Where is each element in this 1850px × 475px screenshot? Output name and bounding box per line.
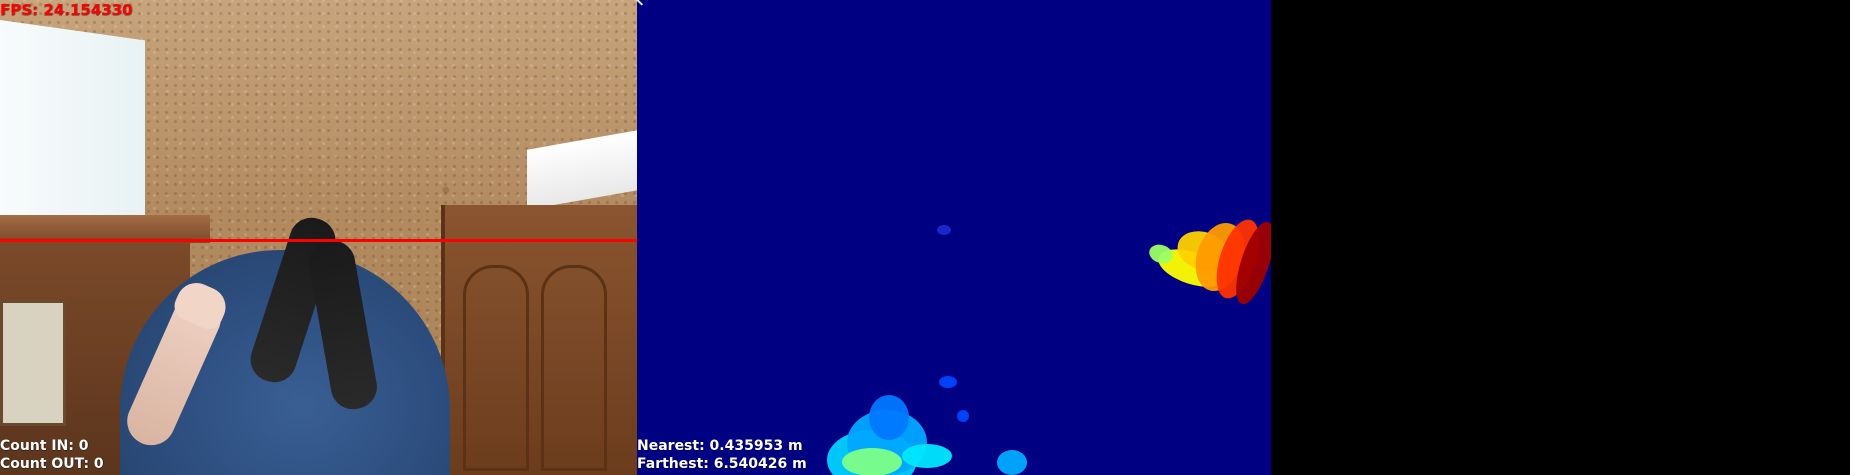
count-in-label: Count IN: 0 [0,438,89,454]
depth-cluster-bottom [957,410,969,422]
depth-cluster-bottom [842,448,902,475]
rgb-camera-view: FPS: 24.154330 Count IN: 0 Count OUT: 0 [0,0,637,475]
depth-speck [937,225,951,235]
counting-line [0,239,637,242]
right-cabinet [441,205,637,475]
cabinet-door [463,265,529,471]
left-box [0,300,66,426]
count-out-label: Count OUT: 0 [0,456,104,472]
cabinet-door [541,265,607,471]
depth-cluster-bottom [869,395,909,440]
depth-view: Nearest: 0.435953 m Farthest: 6.540426 m [637,0,1271,475]
depth-cluster-bottom [997,450,1027,475]
fps-label: FPS: 24.154330 [0,1,133,19]
empty-panel [1271,0,1850,475]
depth-cluster-bottom [902,444,952,468]
depth-cluster-bottom [939,376,957,388]
farthest-distance-label: Farthest: 6.540426 m [637,456,807,472]
window-light [0,20,145,241]
nearest-distance-label: Nearest: 0.435953 m [637,438,803,454]
